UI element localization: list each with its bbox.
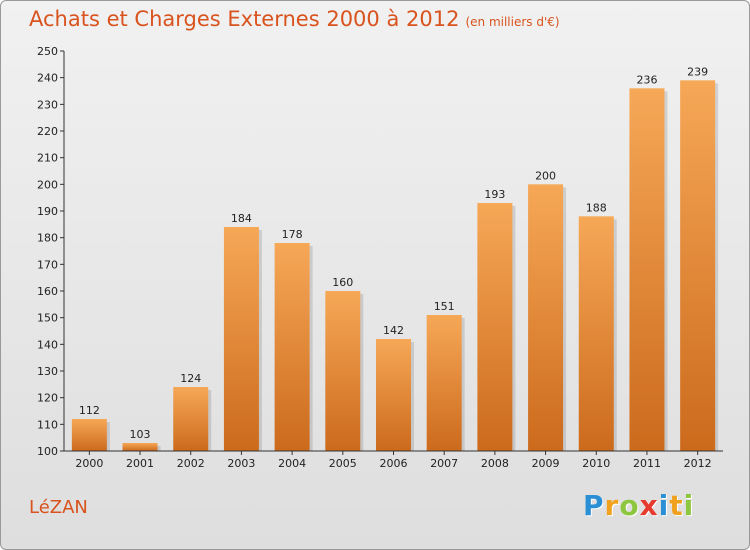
x-tick-label: 2006 bbox=[380, 457, 408, 470]
x-axis: 2000 2001 2002 2003 2004 2005 2006 2007 2008 2009… bbox=[64, 450, 723, 470]
y-tick-label: 150 bbox=[37, 312, 58, 325]
x-tick-label: 2012 bbox=[684, 457, 712, 470]
y-tick-label: 190 bbox=[37, 205, 58, 218]
bar bbox=[426, 315, 462, 451]
chart-subtitle: (en milliers d'€) bbox=[465, 15, 560, 29]
logo-letter: i bbox=[683, 489, 695, 522]
x-tick-label: 2004 bbox=[278, 457, 306, 470]
chart-title-text: Achats et Charges Externes 2000 à 2012 bbox=[29, 7, 460, 31]
bar bbox=[528, 184, 564, 452]
bar-value-label: 103 bbox=[130, 428, 151, 441]
x-tick-label: 2011 bbox=[633, 457, 661, 470]
bar-value-label: 188 bbox=[586, 201, 607, 214]
y-tick-label: 130 bbox=[37, 365, 58, 378]
y-tick-label: 100 bbox=[37, 445, 58, 458]
bar bbox=[122, 443, 158, 451]
bar bbox=[680, 80, 716, 451]
y-tick-label: 250 bbox=[37, 45, 58, 58]
bar-value-label: 151 bbox=[434, 300, 455, 313]
x-tick-label: 2002 bbox=[177, 457, 205, 470]
bar bbox=[173, 387, 209, 451]
logo-letter: P bbox=[583, 489, 605, 522]
bar-value-label: 112 bbox=[79, 404, 100, 417]
bar bbox=[325, 291, 361, 451]
x-tick-label: 2001 bbox=[126, 457, 154, 470]
bar-value-label: 178 bbox=[282, 228, 303, 241]
bar bbox=[477, 203, 513, 451]
bar-value-label: 160 bbox=[332, 276, 353, 289]
proxiti-logo: Proxiti bbox=[583, 489, 694, 522]
bar bbox=[376, 339, 411, 451]
y-tick-label: 220 bbox=[37, 125, 58, 138]
bar bbox=[71, 419, 107, 451]
y-axis: 100 110 120 130 140 150 160 170 180 190 200 210 220 2… bbox=[37, 45, 65, 458]
bar-value-label: 236 bbox=[636, 73, 657, 86]
bar-value-label: 124 bbox=[180, 372, 201, 385]
x-tick-label: 2009 bbox=[532, 457, 560, 470]
bar bbox=[578, 216, 614, 451]
bar bbox=[629, 88, 665, 451]
bar-value-label: 184 bbox=[231, 212, 252, 225]
y-tick-label: 180 bbox=[37, 232, 58, 245]
y-tick-label: 120 bbox=[37, 392, 58, 405]
y-tick-label: 230 bbox=[37, 98, 58, 111]
y-tick-label: 240 bbox=[37, 72, 58, 85]
y-tick-label: 160 bbox=[37, 285, 58, 298]
x-tick-label: 2000 bbox=[75, 457, 103, 470]
chart-title: Achats et Charges Externes 2000 à 2012 (e… bbox=[29, 7, 560, 31]
logo-letter: o bbox=[619, 489, 640, 522]
logo-letter: x bbox=[639, 489, 659, 522]
y-tick-label: 140 bbox=[37, 338, 58, 351]
bar-value-label: 142 bbox=[383, 324, 404, 337]
y-tick-label: 210 bbox=[37, 152, 58, 165]
logo-letter: r bbox=[604, 489, 620, 522]
bars-group: 112 103 124 184 178 160 142 151 193 200 188 236 239 bbox=[71, 65, 719, 452]
logo-letter: t bbox=[669, 489, 684, 522]
location-name: LéZAN bbox=[29, 497, 88, 518]
x-tick-label: 2008 bbox=[481, 457, 509, 470]
logo-letter: i bbox=[658, 489, 670, 522]
y-tick-label: 110 bbox=[37, 418, 58, 431]
y-tick-label: 200 bbox=[37, 178, 58, 191]
x-tick-label: 2005 bbox=[329, 457, 357, 470]
y-tick-label: 170 bbox=[37, 258, 58, 271]
x-tick-label: 2010 bbox=[582, 457, 610, 470]
bar-value-label: 239 bbox=[687, 65, 708, 78]
bar-value-label: 193 bbox=[484, 188, 505, 201]
bar bbox=[274, 243, 310, 451]
x-tick-label: 2003 bbox=[227, 457, 255, 470]
bar-value-label: 200 bbox=[535, 169, 556, 182]
bar bbox=[223, 227, 259, 451]
x-tick-label: 2007 bbox=[430, 457, 458, 470]
